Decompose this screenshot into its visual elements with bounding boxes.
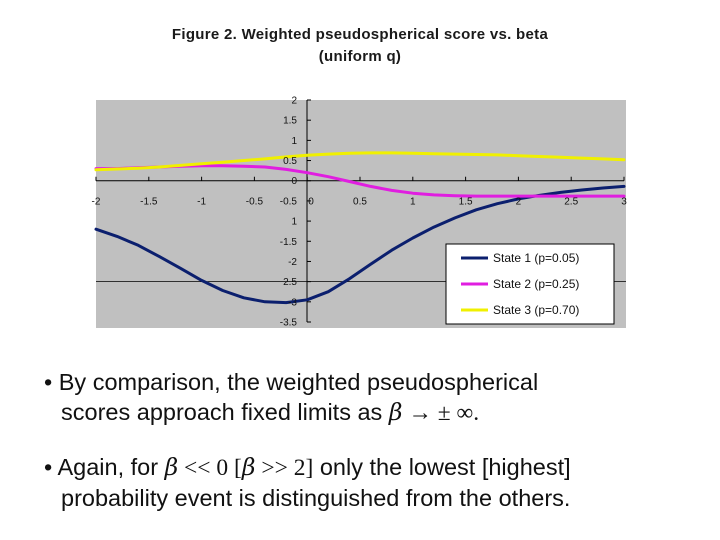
y-tick-label: 1 [291, 217, 297, 228]
x-tick-label: -1 [197, 197, 206, 208]
beta-symbol: β [388, 398, 403, 426]
y-tick-label: 1.5 [283, 116, 297, 127]
y-tick-label: 0.5 [283, 156, 297, 167]
series-layer [94, 151, 626, 305]
y-tick-label: -1.5 [280, 237, 298, 248]
x-tick-label: -2 [92, 197, 101, 208]
series-line-3 [94, 151, 626, 172]
bullet-1-text: scores approach fixed limits as [61, 399, 389, 425]
x-tick-label: 2 [516, 197, 522, 208]
beta-symbol: β [164, 453, 179, 481]
condition-high: >> 2] [255, 455, 314, 481]
bullet-1-line-1: • By comparison, the weighted pseudosphe… [44, 369, 539, 395]
legend-label-3: State 3 (p=0.70) [493, 303, 579, 317]
x-tick-label: -0.5 [246, 197, 264, 208]
ticks-layer: 2 1.5 1 0.5 0 -0.5 1 -1.5 -2 2.5 -3 -3.5 -2 -1.5 -1 -0.… [92, 96, 628, 329]
y-tick-label: -3.5 [280, 318, 298, 329]
bullet-2-text-post: only the lowest [highest] [313, 454, 571, 480]
y-tick-label: 0 [291, 176, 297, 187]
bullet-2: • Again, for β << 0 [β >> 2] only the lo… [44, 452, 571, 513]
beta-symbol: β [241, 453, 256, 481]
x-tick-label: 0 [308, 197, 314, 208]
bullet-2-line-2: probability event is distinguished from … [61, 485, 571, 511]
bullet-2-text-pre: • Again, for [44, 454, 165, 480]
legend: State 1 (p=0.05) State 2 (p=0.25) State 3 … [445, 243, 615, 325]
chart-svg: 2 1.5 1 0.5 0 -0.5 1 -1.5 -2 2.5 -3 -3.5 -2 -1.5 -1 -0.… [92, 96, 628, 329]
y-tick-label: -3 [288, 297, 297, 308]
x-tick-label: 1 [410, 197, 416, 208]
y-tick-label: -0.5 [280, 196, 298, 207]
chart-title: Figure 2. Weighted pseudospherical score… [171, 26, 549, 43]
bullet-1-line-2: scores approach fixed limits as β → ± ∞. [44, 397, 538, 428]
x-tick-label: -1.5 [140, 197, 158, 208]
x-tick-label: 2.5 [564, 197, 578, 208]
legend-label-2: State 2 (p=0.25) [493, 277, 579, 291]
bullet-1: • By comparison, the weighted pseudosphe… [44, 367, 538, 428]
condition-low: << 0 [ [178, 455, 242, 481]
y-tick-label: 2.5 [283, 277, 297, 288]
y-tick-label: -2 [288, 257, 297, 268]
limit-expression: → ± ∞. [402, 400, 480, 426]
y-tick-label: 2 [291, 96, 297, 107]
x-tick-label: 1.5 [459, 197, 473, 208]
y-tick-label: 1 [291, 136, 297, 147]
x-tick-label: 3 [621, 197, 627, 208]
chart-subtitle: (uniform q) [318, 48, 402, 65]
x-tick-label: 0.5 [353, 197, 367, 208]
legend-label-1: State 1 (p=0.05) [493, 251, 579, 265]
bullet-2-line-1: • Again, for β << 0 [β >> 2] only the lo… [44, 453, 571, 481]
